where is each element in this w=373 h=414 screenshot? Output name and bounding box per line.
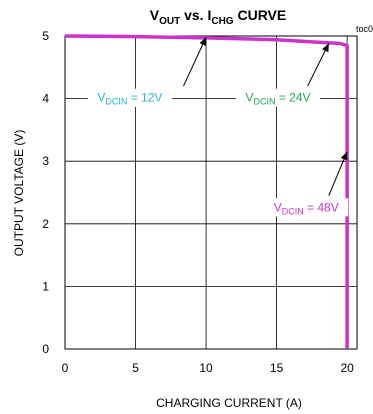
x-tick-label: 10 — [199, 361, 213, 375]
y-tick-label: 0 — [42, 342, 49, 356]
vdcin-annotation-label: VDCIN = 48V — [274, 200, 339, 216]
x-axis-ticks: 0 5 10 15 20 — [62, 361, 354, 375]
annotation-arrowhead — [322, 43, 329, 53]
annotation-label-bg — [87, 88, 172, 107]
vdcin-annotation-label: VDCIN = 24V — [245, 91, 310, 107]
x-tick-label: 20 — [340, 361, 354, 375]
chart-grid — [64, 35, 357, 350]
x-tick-label: 15 — [270, 361, 284, 375]
figure-tag: toc0 — [356, 24, 373, 34]
y-tick-label: 1 — [42, 279, 49, 293]
annotation-arrowhead — [199, 37, 207, 46]
x-axis-label: CHARGING CURRENT (A) — [156, 396, 302, 410]
chart-title: VOUT vs. ICHG CURVE — [150, 7, 286, 27]
vdcin-annotation-label: VDCIN = 12V — [97, 91, 162, 107]
annotation-arrow-line — [183, 37, 207, 87]
x-tick-label: 0 — [62, 361, 69, 375]
y-tick-label: 2 — [42, 217, 49, 231]
y-axis-label: OUTPUT VOLTAGE (V) — [12, 130, 26, 257]
annotation-arrowhead — [340, 151, 348, 161]
annotation-layer: VDCIN = 12V VDCIN = 24V VDCIN = 48V — [87, 37, 349, 217]
annotation-label-bg — [264, 198, 349, 217]
annotation-label-bg — [236, 88, 321, 107]
series-layer — [64, 34, 349, 349]
y-tick-label: 3 — [42, 154, 49, 168]
x-tick-label: 5 — [132, 361, 139, 375]
plot-frame — [64, 35, 358, 350]
vout-curve-line — [64, 34, 349, 349]
y-tick-label: 4 — [42, 92, 49, 106]
y-tick-label: 5 — [42, 29, 49, 43]
y-axis-ticks: 0 1 2 3 4 5 — [42, 29, 49, 356]
